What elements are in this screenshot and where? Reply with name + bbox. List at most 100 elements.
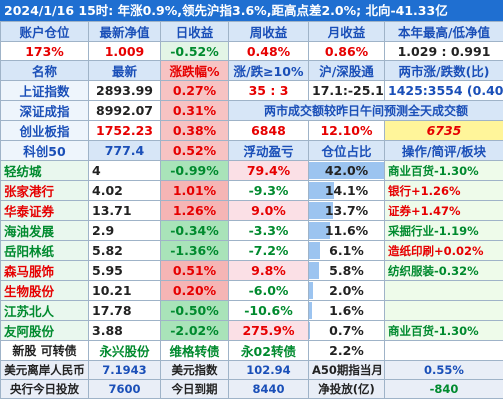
cell-text: 2.2% [329,343,364,358]
cell-text: 造纸印刷+0.02% [388,243,484,258]
cell: 最新 [88,60,161,81]
cell-text: 日收益 [175,25,214,40]
row: 深证成指 8992.07 0.31% 两市成交额较昨日午间预测全天成交额 [0,100,503,121]
row: 上证指数 2893.99 0.27% 35 : 3 17.1:-25.1 1425:355… [0,80,503,101]
cell: 2893.99 [88,80,161,101]
position-bar [309,322,311,339]
cell: A50期指当月 [308,360,385,380]
cell-text: 5.82 [92,243,123,258]
cell: 商业百货-1.30% [384,320,503,341]
cell-text: 证券+1.47% [388,203,461,218]
cell-text: 岳阳林纸 [4,244,55,259]
cell-text: 12.10% [320,123,373,138]
cell: 仓位占比 [308,140,385,161]
cell-text: 新股 可转债 [12,344,77,358]
cell: -6.0% [228,280,309,301]
cell-text: 1752.23 [96,123,153,138]
cell-text: 4.02 [92,183,123,198]
cell: 7.1943 [88,360,161,380]
cell-text: 6848 [251,123,286,138]
cell-text: 7600 [108,382,141,396]
cell: 173% [0,41,89,61]
cell-text: 13.7% [324,203,369,218]
cell-text: -0.99% [170,163,219,178]
cell-text: 275.9% [242,323,295,338]
cell: 8992.07 [88,100,161,121]
cell-text: 月收益 [327,25,366,40]
cell: 涨跌幅% [160,60,229,81]
cell-text: 8440 [252,382,285,396]
cell: 5.95 [88,260,161,281]
cell: 6848 [228,120,309,141]
cell-text: -0.34% [170,223,219,238]
cell-text: 周收益 [249,25,288,40]
position-bar [309,162,384,179]
cell-text: 17.78 [92,303,132,318]
cell-text: 涨/跌≥10% [233,64,304,79]
cell: -7.2% [228,240,309,261]
cell-text: -3.3% [248,223,289,238]
title: 2024/1/16 15时: 年涨0.9%,领先沪指3.6%,距高点差2.0%;… [0,0,503,21]
cell-text: 0.55% [424,363,464,377]
cell: 最新净值 [88,21,161,42]
cell-text: 科创50 [23,144,66,159]
cell-text: 5.8% [329,263,364,278]
cell-text: 仓位占比 [321,144,372,159]
cell: 浮动盈亏 [228,140,309,161]
cell: -9.3% [228,180,309,201]
cell: 本年最高/低净值 [384,21,503,42]
cell: 0.31% [160,100,229,121]
cell-text: 8992.07 [96,103,153,118]
row: 央行今日投放 7600 今日到期 8440 净投放(亿) -840 [0,379,503,399]
cell: 1752.23 [88,120,161,141]
cell-text: 2.9 [92,223,115,238]
cell: 102.94 [228,360,309,380]
cell-text: 银行+1.26% [388,183,461,198]
cell-text: 两市成交额较昨日午间预测全天成交额 [263,104,468,118]
cell-text: -0.50% [170,303,219,318]
table: 账户仓位 最新净值 日收益 周收益 月收益 本年最高/低净值 173% 1.009 -0.52%… [0,21,503,399]
cell-text: 上证指数 [19,84,70,99]
cell-text: 0.51% [172,263,217,278]
cell-text: 商业百货-1.30% [388,323,479,338]
cell: 轻纺城 [0,160,89,181]
cell: 6735 [384,120,503,141]
cell-text: 创业板指 [19,124,70,139]
cell: 6.1% [308,240,385,261]
row: 友阿股份 3.88 -2.02% 275.9% 0.7% 商业百货-1.30% [0,320,503,341]
cell: -0.34% [160,220,229,241]
cell: 两市涨/跌数(比) [384,60,503,81]
cell: 友阿股份 [0,320,89,341]
cell: 0.38% [160,120,229,141]
cell: 0.7% [308,320,385,341]
cell: 9.0% [228,200,309,221]
cell: 0.55% [384,360,503,380]
cell-text: 森马服饰 [4,264,55,279]
row: 森马服饰 5.95 0.51% 9.8% 5.8% 纺织服装-0.32% [0,260,503,281]
cell-text: 0.86% [324,43,369,59]
cell-text: 1.009 [104,43,145,59]
cell-text: 0.7% [329,323,364,338]
cell-text: 1425:3554 (0.40) [388,83,503,98]
cell-text: 友阿股份 [4,324,55,339]
cell-text: 13.71 [92,203,132,218]
cell: 江苏北人 [0,300,89,321]
cell: -1.36% [160,240,229,261]
cell: 11.6% [308,220,385,241]
cell-text: 两市涨/跌数(比) [398,64,490,79]
cell-text: 本年最高/低净值 [397,25,491,40]
cell: 777.4 [88,140,161,161]
cell: 商业百货-1.30% [384,160,503,181]
cell: 1.009 [88,41,161,61]
cell: 0.86% [308,41,385,61]
cell-text: -2.02% [170,323,219,338]
cell-text: 5.95 [92,263,123,278]
cell: -2.02% [160,320,229,341]
cell-text: -6.0% [248,283,289,298]
position-bar [309,222,330,239]
cell-text: 深证成指 [19,104,70,119]
cell [384,340,503,361]
position-bar [309,262,320,279]
cell: 12.10% [308,120,385,141]
cell-text: 张家港行 [4,184,55,199]
